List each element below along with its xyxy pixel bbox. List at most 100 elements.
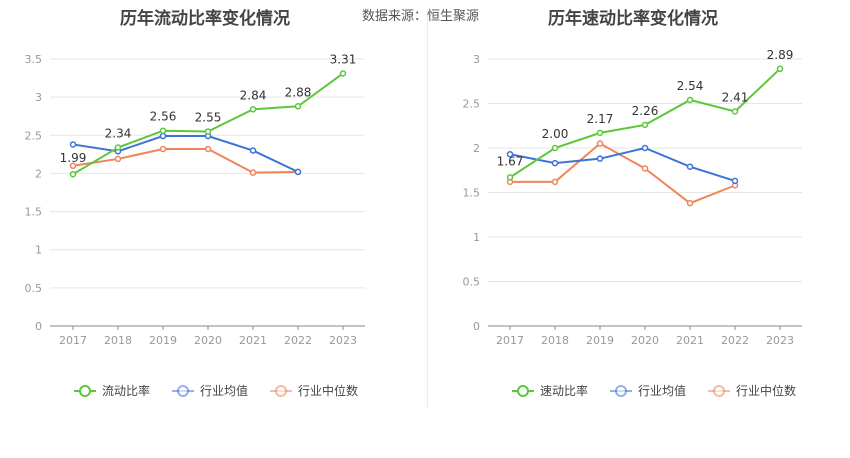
panel-divider xyxy=(427,10,428,408)
legend-line-icon xyxy=(512,384,534,397)
data-point xyxy=(69,162,77,170)
x-tick-label: 2017 xyxy=(59,334,87,347)
legend-label: 行业均值 xyxy=(638,384,687,398)
y-tick-label: 1.5 xyxy=(463,187,481,200)
legend-line-icon xyxy=(708,384,731,397)
legend: 速动比率 行业均值 行业中位数 xyxy=(512,382,796,399)
x-tick-label: 2021 xyxy=(676,334,704,347)
x-tick-label: 2020 xyxy=(631,334,659,347)
data-label: 2.41 xyxy=(722,91,749,105)
legend-label: 行业中位数 xyxy=(298,384,359,398)
data-point xyxy=(551,144,559,152)
legend: 流动比率 行业均值 行业中位数 xyxy=(74,382,358,399)
x-tick-label: 2019 xyxy=(149,334,177,347)
legend-item-median[interactable]: 行业中位数 xyxy=(270,382,358,399)
legend-line-icon xyxy=(172,384,195,397)
data-point xyxy=(159,127,167,134)
data-point xyxy=(641,144,649,152)
data-label: 2.89 xyxy=(767,48,794,62)
data-point xyxy=(69,170,77,178)
series-line-avg xyxy=(509,146,736,182)
data-point xyxy=(596,140,604,147)
y-tick-label: 2.5 xyxy=(463,98,481,111)
data-label: 2.88 xyxy=(285,85,312,99)
legend-item-main[interactable]: 速动比率 xyxy=(512,382,588,399)
data-point xyxy=(596,155,604,162)
data-label: 2.17 xyxy=(587,112,614,126)
x-tick-label: 2023 xyxy=(329,334,357,347)
data-label: 2.34 xyxy=(105,126,132,140)
data-point xyxy=(776,65,784,73)
legend-item-main[interactable]: 流动比率 xyxy=(74,382,150,399)
chart-title: 历年流动比率变化情况 xyxy=(120,9,290,29)
data-point xyxy=(204,145,212,153)
data-point xyxy=(506,174,514,181)
data-point xyxy=(159,145,167,153)
legend-label: 速动比率 xyxy=(540,384,589,398)
quick-ratio-chart: 0 0.5 1 1.5 2 2.5 3 2017 2018 2019 2020 2021 2022 202… xyxy=(463,48,802,347)
y-tick-label: 0.5 xyxy=(463,276,481,289)
data-label: 2.84 xyxy=(240,88,267,102)
data-point xyxy=(294,168,302,176)
legend-item-avg[interactable]: 行业均值 xyxy=(172,382,248,399)
legend-label: 流动比率 xyxy=(102,384,151,398)
y-tick-label: 3 xyxy=(35,91,42,104)
data-point xyxy=(69,141,77,148)
source-label: 数据来源： xyxy=(362,9,428,24)
y-tick-label: 1 xyxy=(473,231,480,244)
data-point xyxy=(506,150,514,158)
data-label: 3.31 xyxy=(330,52,357,66)
x-tick-label: 2023 xyxy=(766,334,794,347)
data-source: 数据来源：恒生聚源 xyxy=(362,5,479,24)
legend-label: 行业均值 xyxy=(200,384,249,398)
y-tick-label: 3.5 xyxy=(25,53,43,66)
y-tick-label: 2 xyxy=(35,167,42,180)
legend-item-avg[interactable]: 行业均值 xyxy=(610,382,686,399)
y-tick-label: 3 xyxy=(473,53,480,66)
data-point xyxy=(641,165,649,172)
data-point xyxy=(159,132,167,140)
data-point xyxy=(731,108,739,115)
data-label: 2.55 xyxy=(195,110,222,124)
current-ratio-panel: 历年流动比率变化情况 0 0.5 1 1.5 2 2.5 3 3.5 2017 2018 2019 2… xyxy=(25,9,365,399)
legend-line-icon xyxy=(610,384,633,397)
x-tick-label: 2022 xyxy=(721,334,749,347)
quick-ratio-panel: 历年速动比率变化情况 0 0.5 1 1.5 2 2.5 3 2017 2018 2019 2020… xyxy=(428,0,850,458)
data-point xyxy=(204,128,212,135)
data-point xyxy=(641,121,649,129)
data-point xyxy=(339,70,347,77)
data-label: 2.00 xyxy=(542,127,569,141)
y-tick-label: 0 xyxy=(473,320,480,333)
chart-title: 历年速动比率变化情况 xyxy=(548,9,718,29)
series-line-avg xyxy=(72,135,299,173)
y-tick-label: 1.5 xyxy=(25,206,43,219)
y-tick-label: 0 xyxy=(35,320,42,333)
data-label: 2.26 xyxy=(632,104,659,118)
data-point xyxy=(249,106,257,113)
x-tick-label: 2019 xyxy=(586,334,614,347)
legend-line-icon xyxy=(270,384,293,397)
legend-label: 行业中位数 xyxy=(736,384,797,398)
data-point xyxy=(731,177,739,185)
data-point xyxy=(114,155,122,163)
data-point xyxy=(686,199,694,207)
data-label: 1.67 xyxy=(497,154,524,168)
data-point xyxy=(294,103,302,110)
series-line-median xyxy=(510,142,736,205)
data-label: 2.56 xyxy=(150,110,177,124)
data-point xyxy=(596,129,604,137)
legend-line-icon xyxy=(74,384,96,397)
x-tick-label: 2020 xyxy=(194,334,222,347)
source-name: 恒生聚源 xyxy=(427,9,480,24)
x-tick-label: 2022 xyxy=(284,334,312,347)
data-point xyxy=(551,159,559,167)
data-point xyxy=(114,144,122,151)
series-line-median xyxy=(72,148,299,174)
legend-item-median[interactable]: 行业中位数 xyxy=(708,382,796,399)
data-point xyxy=(551,178,559,186)
current-ratio-chart: 0 0.5 1 1.5 2 2.5 3 3.5 2017 2018 2019 2020 2021 2022… xyxy=(25,52,365,347)
y-tick-label: 2.5 xyxy=(25,129,43,142)
data-point xyxy=(686,163,694,170)
data-point xyxy=(249,147,257,154)
data-point xyxy=(686,96,694,104)
